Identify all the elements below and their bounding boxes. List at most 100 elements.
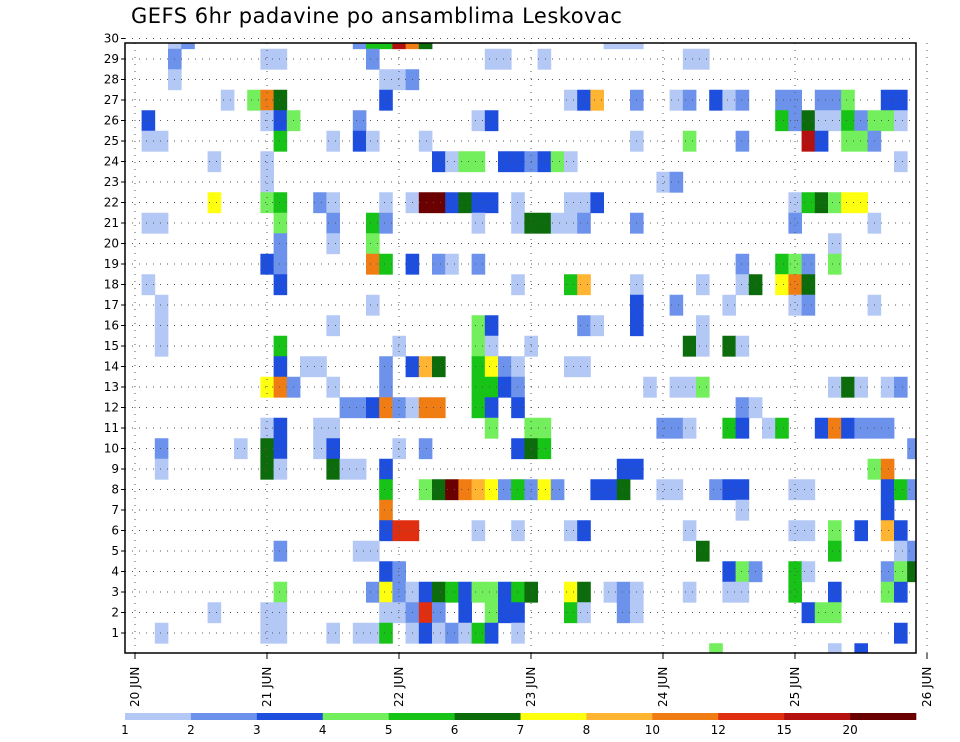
colorbar-label: 20 [842, 723, 857, 737]
y-tick-label: 4 [111, 565, 119, 579]
heatmap-cell [260, 192, 274, 214]
heatmap-cell [379, 89, 393, 111]
heatmap-cell [471, 356, 486, 378]
heatmap-cell [788, 192, 802, 214]
heatmap-cell [273, 253, 288, 275]
heatmap-cell [484, 48, 499, 70]
heatmap-cell [273, 356, 288, 378]
heatmap-cell [828, 192, 842, 214]
heatmap-cell [445, 151, 459, 173]
heatmap-cell [432, 192, 446, 214]
heatmap-cell [682, 376, 697, 398]
heatmap-cell [471, 520, 486, 542]
heatmap-cell [326, 212, 340, 234]
heatmap-cell [735, 581, 750, 603]
heatmap-cell [339, 458, 354, 480]
heatmap-cell [366, 212, 380, 234]
heatmap-cell [418, 602, 433, 624]
heatmap-cell [788, 294, 802, 316]
colorbar-label: 7 [517, 723, 525, 737]
heatmap-cell [352, 622, 367, 644]
heatmap-cell [564, 89, 578, 111]
heatmap-cell [498, 151, 512, 173]
heatmap-cell [722, 581, 736, 603]
x-tick-label: 26 JUN [920, 667, 934, 707]
heatmap-cell [709, 479, 723, 501]
heatmap-cell [273, 212, 288, 234]
heatmap-cell [696, 335, 710, 357]
heatmap-cell [392, 335, 406, 357]
y-tick-label: 17 [104, 298, 119, 312]
heatmap-cell [418, 479, 433, 501]
heatmap-cell [894, 561, 908, 583]
heatmap-cell [366, 622, 380, 644]
y-tick-label: 23 [104, 175, 119, 189]
heatmap-cell [313, 417, 327, 439]
heatmap-cells [141, 43, 917, 654]
heatmap-cell [273, 622, 288, 644]
chart-title: GEFS 6hr padavine po ansamblima Leskovac [131, 4, 623, 28]
heatmap-cell [260, 253, 274, 275]
colorbar-label: 8 [583, 723, 591, 737]
heatmap-cell [801, 561, 816, 583]
heatmap-cell [366, 233, 380, 255]
heatmap-cell [775, 274, 789, 296]
heatmap-cell [616, 602, 631, 624]
heatmap-cell [392, 438, 406, 460]
heatmap-cell [498, 581, 512, 603]
heatmap-cell [616, 458, 631, 480]
heatmap-cell [735, 130, 750, 152]
heatmap-cell [141, 110, 156, 132]
heatmap-cell [181, 43, 195, 50]
heatmap-cell [432, 253, 446, 275]
heatmap-cell [696, 540, 710, 562]
heatmap-cell [366, 43, 380, 50]
heatmap-cell [577, 520, 591, 542]
heatmap-cell [550, 479, 565, 501]
heatmap-cell [854, 110, 868, 132]
colorbar-label: 5 [385, 723, 393, 737]
x-axis-ticks: 20 JUN 21 JUN 22 JUN 23 JUN 24 JUN 25 JUN 26 J… [128, 653, 934, 707]
heatmap-cell [273, 581, 288, 603]
heatmap-cell [471, 315, 486, 337]
heatmap-cell [828, 581, 842, 603]
y-tick-label: 22 [104, 196, 119, 210]
heatmap-cell [880, 520, 895, 542]
heatmap-cell [379, 561, 393, 583]
heatmap-cell [154, 458, 169, 480]
colorbar-swatch [586, 713, 653, 720]
heatmap-cell [458, 622, 472, 644]
heatmap-cell [735, 274, 750, 296]
heatmap-cell [484, 602, 499, 624]
heatmap-cell [550, 212, 565, 234]
heatmap-cell [775, 253, 789, 275]
heatmap-cell [735, 561, 750, 583]
y-tick-label: 28 [104, 73, 119, 87]
heatmap-cell [722, 89, 736, 111]
heatmap-cell [880, 479, 895, 501]
heatmap-cell [577, 192, 591, 214]
heatmap-cell [682, 335, 697, 357]
heatmap-cell [894, 151, 908, 173]
colorbar-swatch [388, 713, 455, 720]
heatmap-cell [273, 376, 288, 398]
heatmap-cell [313, 438, 327, 460]
heatmap-cell [392, 561, 406, 583]
heatmap-cell [352, 397, 367, 419]
heatmap-cell [471, 151, 486, 173]
heatmap-cell [788, 89, 802, 111]
heatmap-cell [669, 89, 684, 111]
heatmap-cell [696, 315, 710, 337]
heatmap-cell [273, 192, 288, 214]
heatmap-cell [458, 479, 472, 501]
heatmap-cell [484, 622, 499, 644]
colorbar-label: 10 [645, 723, 660, 737]
heatmap-cell [630, 43, 644, 50]
heatmap-cell [352, 458, 367, 480]
heatmap-cell [484, 479, 499, 501]
heatmap-cell [735, 335, 750, 357]
heatmap-cell [366, 294, 380, 316]
heatmap-cell [273, 233, 288, 255]
heatmap-cell [273, 602, 288, 624]
heatmap-cell [141, 130, 156, 152]
